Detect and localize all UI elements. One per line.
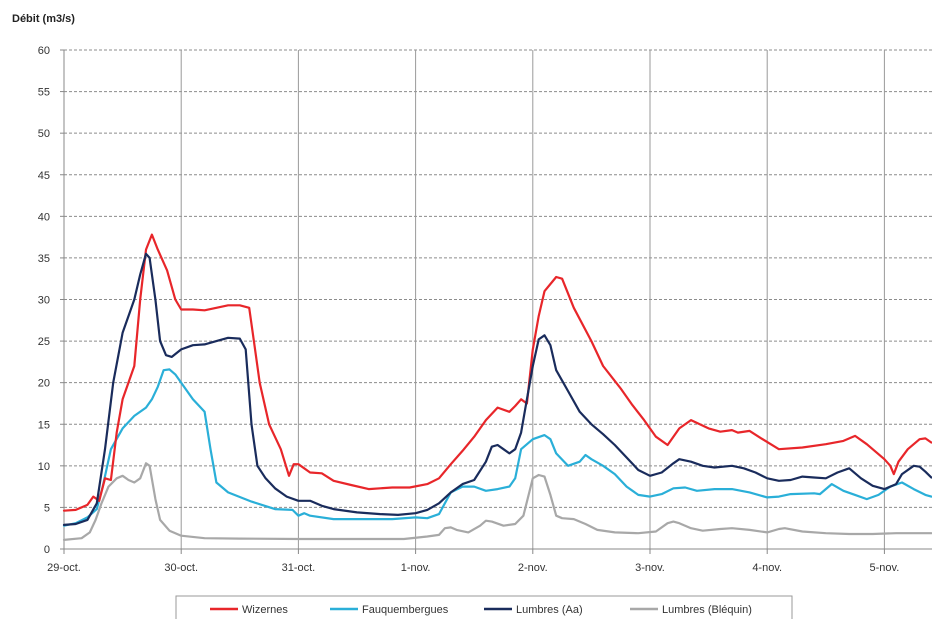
y-tick-label: 20 — [38, 378, 50, 390]
x-tick-label: 4-nov. — [752, 562, 782, 574]
legend-label: Wizernes — [242, 604, 288, 616]
series-line-2 — [64, 254, 931, 525]
grid — [64, 50, 932, 549]
x-tick-label: 3-nov. — [635, 562, 665, 574]
y-tick-label: 40 — [38, 211, 50, 223]
y-tick-label: 30 — [38, 295, 50, 307]
legend-label: Lumbres (Aa) — [516, 604, 583, 616]
axes — [60, 50, 932, 554]
y-axis-title: Débit (m3/s) — [12, 13, 75, 25]
x-tick-label: 29-oct. — [47, 562, 81, 574]
legend-label: Lumbres (Bléquin) — [662, 604, 752, 616]
series-line-0 — [64, 235, 931, 511]
y-tick-label: 25 — [38, 336, 50, 348]
x-tick-label: 2-nov. — [518, 562, 548, 574]
y-tick-label: 60 — [38, 45, 50, 57]
y-tick-label: 5 — [44, 502, 50, 514]
y-tick-label: 35 — [38, 253, 50, 265]
x-tick-label: 1-nov. — [401, 562, 431, 574]
x-tick-label: 31-oct. — [282, 562, 316, 574]
y-tick-label: 45 — [38, 170, 50, 182]
x-tick-label: 30-oct. — [164, 562, 198, 574]
y-tick-label: 50 — [38, 128, 50, 140]
legend: Wizernes Fauquembergues Lumbres (Aa) Lumbre… — [176, 596, 792, 619]
x-tick-labels: 29-oct. 30-oct. 31-oct. 1-nov. 2-nov. 3-nov. 4… — [47, 562, 899, 574]
y-tick-label: 55 — [38, 87, 50, 99]
y-tick-label: 10 — [38, 461, 50, 473]
series-line-3 — [64, 463, 931, 540]
y-tick-labels: 0 5 10 15 20 25 30 35 40 45 50 55 60 — [38, 45, 50, 556]
series-lines — [64, 235, 931, 540]
y-tick-label: 0 — [44, 544, 50, 556]
legend-label: Fauquembergues — [362, 604, 449, 616]
y-tick-label: 15 — [38, 419, 50, 431]
x-tick-label: 5-nov. — [870, 562, 900, 574]
